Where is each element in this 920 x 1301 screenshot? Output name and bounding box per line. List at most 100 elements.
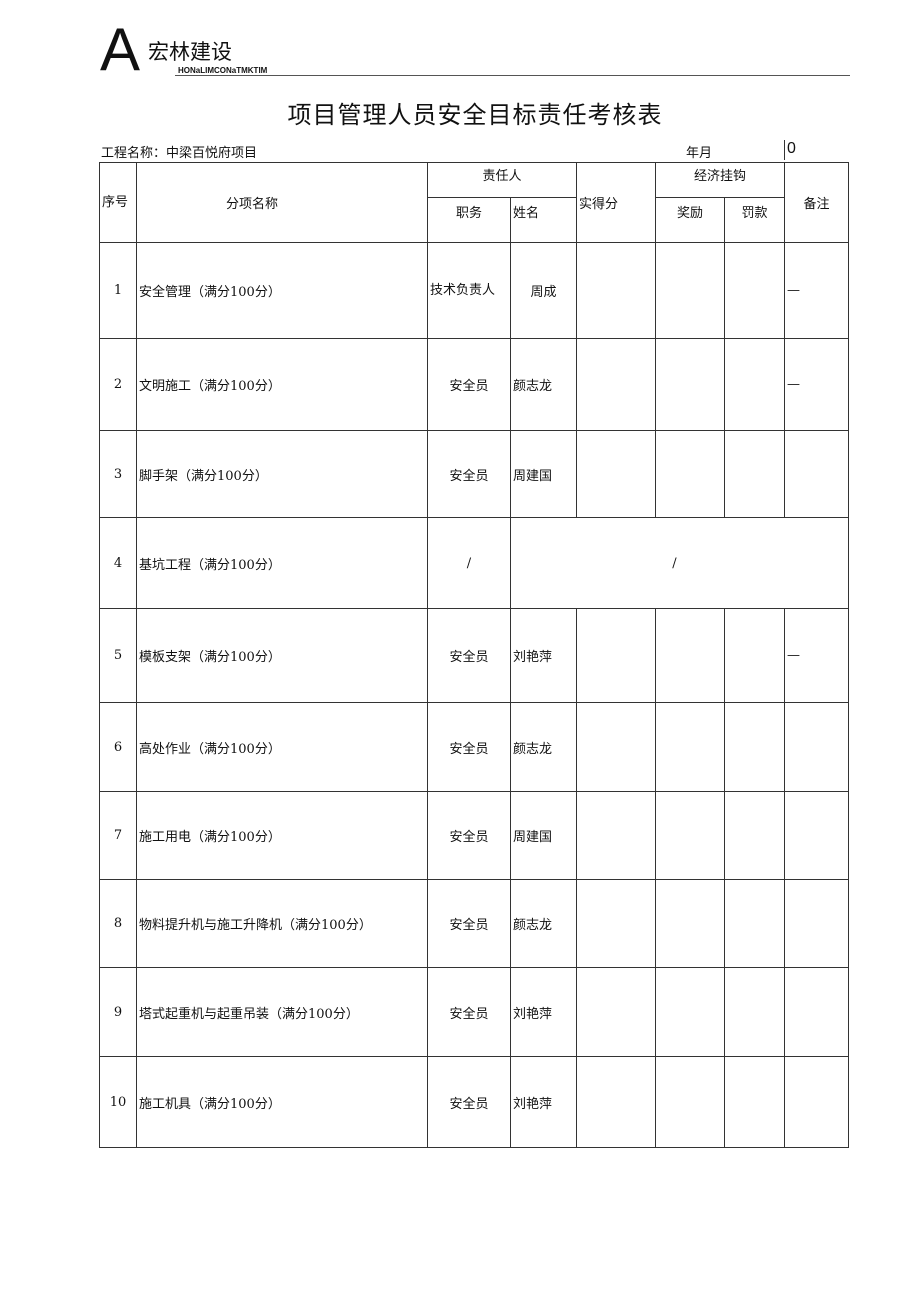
row-number: 9: [99, 967, 137, 1057]
row-remark: [784, 967, 849, 1057]
table-row: 2 文明施工（满分100分） 安全员 颜志龙 —: [99, 338, 849, 431]
row-number: 4: [99, 517, 137, 609]
row-reward: [655, 430, 725, 518]
row-remark: —: [784, 242, 849, 339]
row-item: 脚手架（满分100分）: [136, 430, 428, 518]
row-penalty: [724, 338, 785, 431]
row-position: 安全员: [427, 967, 511, 1057]
row-number: 6: [99, 702, 137, 792]
header-penalty: 罚款: [724, 197, 785, 243]
row-score: [576, 1056, 656, 1148]
row-penalty: [724, 608, 785, 703]
row-position: 安全员: [427, 791, 511, 880]
table-row: 4 基坑工程（满分100分） / /: [99, 517, 849, 609]
row-reward: [655, 879, 725, 968]
logo-subtitle: HONaLIMCONaTMKTIM: [178, 66, 268, 75]
row-name: 颜志龙: [510, 879, 577, 968]
row-reward: [655, 338, 725, 431]
row-position: 安全员: [427, 430, 511, 518]
row-item: 塔式起重机与起重吊装（满分100分）: [136, 967, 428, 1057]
row-item: 基坑工程（满分100分）: [136, 517, 428, 609]
row-name: 周建国: [510, 791, 577, 880]
row-position: 安全员: [427, 1056, 511, 1148]
row-score: [576, 879, 656, 968]
row-position: 安全员: [427, 879, 511, 968]
row-number: 8: [99, 879, 137, 968]
row-item: 高处作业（满分100分）: [136, 702, 428, 792]
row-number: 1: [99, 242, 137, 339]
header-score: 实得分: [576, 162, 656, 243]
row-name: 周建国: [510, 430, 577, 518]
row-name: 颜志龙: [510, 338, 577, 431]
row-score: [576, 242, 656, 339]
row-penalty: [724, 702, 785, 792]
header-name: 姓名: [510, 197, 577, 243]
corner-value: 0: [784, 140, 796, 160]
row-reward: [655, 702, 725, 792]
row-position: 安全员: [427, 608, 511, 703]
header-remark: 备注: [784, 162, 849, 243]
project-name: 工程名称：中梁百悦府项目: [101, 146, 258, 161]
row-number: 2: [99, 338, 137, 431]
table-row: 9 塔式起重机与起重吊装（满分100分） 安全员 刘艳萍: [99, 967, 849, 1057]
row-reward: [655, 608, 725, 703]
header-seq: 序号: [99, 162, 137, 243]
row-remark: —: [784, 608, 849, 703]
row-number: 10: [99, 1056, 137, 1148]
table-row: 1 安全管理（满分100分） 技术负责人 周成 —: [99, 242, 849, 339]
header-reward: 奖励: [655, 197, 725, 243]
table-row: 10 施工机具（满分100分） 安全员 刘艳萍: [99, 1056, 849, 1148]
header-responsible: 责任人: [427, 162, 577, 198]
row-remark: [784, 702, 849, 792]
row-number: 3: [99, 430, 137, 518]
row-remark: [784, 1056, 849, 1148]
row-penalty: [724, 430, 785, 518]
row-reward: [655, 791, 725, 880]
year-month-label: 年月: [686, 146, 713, 161]
table-row: 3 脚手架（满分100分） 安全员 周建国: [99, 430, 849, 518]
logo-letter: A: [100, 16, 141, 83]
row-score: [576, 791, 656, 880]
row-remark: [784, 791, 849, 880]
logo-name: 宏林建设: [148, 40, 232, 64]
row-score: [576, 338, 656, 431]
row-position: 安全员: [427, 702, 511, 792]
row-remark: [784, 430, 849, 518]
table-row: 8 物料提升机与施工升降机（满分100分） 安全员 颜志龙: [99, 879, 849, 968]
row-item: 施工用电（满分100分）: [136, 791, 428, 880]
row-name: 刘艳萍: [510, 967, 577, 1057]
row-item: 模板支架（满分100分）: [136, 608, 428, 703]
table-row: 7 施工用电（满分100分） 安全员 周建国: [99, 791, 849, 880]
header-divider: [175, 75, 850, 76]
row-score: [576, 608, 656, 703]
row-penalty: [724, 967, 785, 1057]
row-item: 施工机具（满分100分）: [136, 1056, 428, 1148]
row-name: 刘艳萍: [510, 608, 577, 703]
header-item: 分项名称: [136, 162, 428, 243]
row-score: [576, 702, 656, 792]
row-name: 刘艳萍: [510, 1056, 577, 1148]
row-penalty: [724, 879, 785, 968]
header-economic: 经济挂钩: [655, 162, 785, 198]
row-number: 5: [99, 608, 137, 703]
row-penalty: [724, 1056, 785, 1148]
page-title: 项目管理人员安全目标责任考核表: [287, 101, 663, 129]
row-position: /: [427, 517, 511, 609]
row-reward: [655, 1056, 725, 1148]
assessment-table: 序号 分项名称 责任人 实得分 经济挂钩 备注 职务 姓名 奖励 罚款 1 安全管…: [99, 162, 849, 1148]
row-remark: [784, 879, 849, 968]
table-row: 5 模板支架（满分100分） 安全员 刘艳萍 —: [99, 608, 849, 703]
row-penalty: [724, 791, 785, 880]
row-item: 安全管理（满分100分）: [136, 242, 428, 339]
row-reward: [655, 967, 725, 1057]
row-position: 安全员: [427, 338, 511, 431]
row-score: [576, 430, 656, 518]
row-item: 物料提升机与施工升降机（满分100分）: [136, 879, 428, 968]
row-name: 颜志龙: [510, 702, 577, 792]
header-position: 职务: [427, 197, 511, 243]
row-merged-na: /: [510, 517, 849, 609]
row-position: 技术负责人: [427, 242, 511, 339]
row-number: 7: [99, 791, 137, 880]
row-penalty: [724, 242, 785, 339]
row-score: [576, 967, 656, 1057]
